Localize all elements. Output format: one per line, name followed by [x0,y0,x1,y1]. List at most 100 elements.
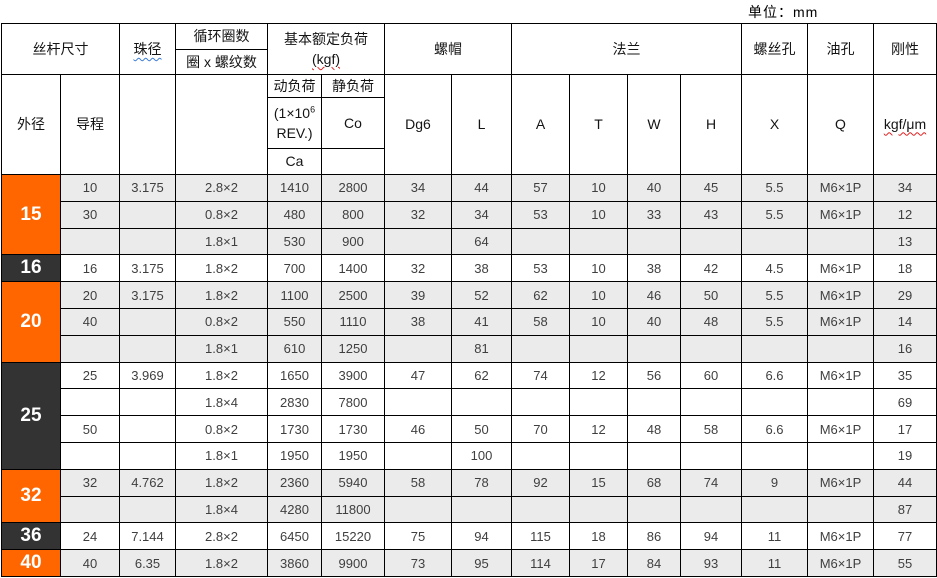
cell: 0.8×2 [175,415,268,443]
table-row: 1.8×1 610 1250 81 16 [2,334,937,363]
cell: 18 [569,522,628,551]
header-w: W [627,74,681,175]
cell: 1250 [321,334,385,363]
cell: 40 [627,174,681,202]
cell: 15220 [321,522,385,551]
cell: 29 [873,281,937,309]
cell: 50 [60,415,120,443]
cell: 48 [627,415,681,443]
cell: 9 [741,468,808,497]
cell: 3860 [267,549,322,577]
table-row: 1.8×4 2830 7800 69 [2,388,937,417]
cell [627,388,681,417]
cell: 57 [511,174,570,202]
cell: 2830 [267,388,322,417]
cell: 5.5 [741,307,808,336]
cell: 11 [741,549,808,577]
cell: 18 [873,254,937,283]
cell: 62 [451,361,512,390]
cell: 6.35 [119,549,176,577]
cell: 58 [680,415,742,443]
header-rated-load: 基本额定负荷 (kgf) [267,23,385,75]
header-ball-diameter: 珠径 [119,23,176,75]
cell [451,495,512,524]
cell: 32 [384,254,452,283]
header-dg6: Dg6 [384,74,452,175]
cell [569,495,628,524]
cell: 38 [627,254,681,283]
table-row: 40 40 6.35 1.8×2 3860 9900 73 95 114 17 84 93 11 M6×1… [1,549,937,577]
cell: 33 [627,200,681,229]
section-label-32: 32 [1,468,61,524]
cell [119,415,176,443]
cell: 900 [321,227,385,256]
cell [511,227,570,256]
cell [741,334,808,363]
cell: 69 [873,388,937,417]
header-a: A [511,74,570,175]
cell: 4280 [267,495,322,524]
cell: 1.8×1 [175,441,268,470]
cell: 44 [451,174,512,202]
cell: 1400 [321,254,385,283]
cell: 58 [511,307,570,336]
cell [511,334,570,363]
cell: 16 [60,254,120,283]
cell: 6450 [267,522,322,551]
cell [451,388,512,417]
cell [569,227,628,256]
cell: 1.8×1 [175,227,268,256]
header-h: H [680,74,742,175]
cell: 11800 [321,495,385,524]
cell: 34 [451,200,512,229]
cell: 6.6 [741,415,808,443]
cell: 1110 [321,307,385,336]
cell: 480 [267,200,322,229]
cell: 3.969 [119,361,176,390]
cell [384,441,452,470]
cell: 5.5 [741,281,808,309]
cell: 3.175 [119,254,176,283]
cell: 74 [680,468,742,497]
cell: 114 [511,549,570,577]
cell: 5.5 [741,174,808,202]
cell: 40 [60,307,120,336]
cell [807,441,874,470]
cell: 5.5 [741,200,808,229]
cell [569,388,628,417]
cell: 530 [267,227,322,256]
cell [60,388,120,417]
cell [384,227,452,256]
rated-load-unit-text: (kgf) [312,51,340,67]
cell: 1.8×1 [175,334,268,363]
cell [119,227,176,256]
cell: 92 [511,468,570,497]
cell: 56 [627,361,681,390]
cell: 32 [60,468,120,497]
cell [119,334,176,363]
cell [680,388,742,417]
cell: 2360 [267,468,322,497]
cell [384,334,452,363]
cell [680,495,742,524]
cell: 1.8×2 [175,361,268,390]
cell: 10 [569,200,628,229]
cell: 3900 [321,361,385,390]
cell: 2.8×2 [175,522,268,551]
cell: 48 [680,307,742,336]
table-row: 1.8×1 1950 1950 100 19 [2,441,937,470]
cell: 95 [451,549,512,577]
cell: 1.8×2 [175,468,268,497]
cell: 81 [451,334,512,363]
cell: 50 [680,281,742,309]
header-oil-hole: 油孔 [807,23,874,75]
cell [511,388,570,417]
section-label-25: 25 [1,361,61,470]
cell: 17 [569,549,628,577]
cell [627,441,681,470]
table-row: 50 0.8×2 1730 1730 46 50 70 12 48 58 6.6 M6×1P 17 [2,415,937,443]
cell: 17 [873,415,937,443]
cell [119,307,176,336]
header-rigidity-unit: kgf/μm [873,74,937,175]
